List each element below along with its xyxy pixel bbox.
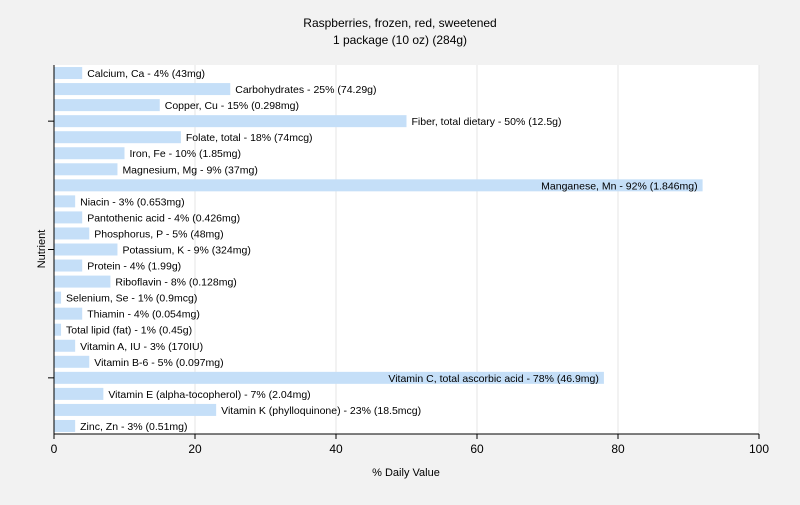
- x-axis-label: % Daily Value: [372, 467, 440, 479]
- x-tick-label: 20: [188, 442, 202, 456]
- bar-label: Protein - 4% (1.99g): [87, 261, 181, 273]
- bar: [54, 131, 181, 144]
- bar-label: Vitamin E (alpha-tocopherol) - 7% (2.04m…: [108, 389, 310, 401]
- bar: [54, 179, 703, 192]
- bar-label: Selenium, Se - 1% (0.9mcg): [66, 293, 197, 305]
- bar: [54, 275, 111, 288]
- bar-label: Vitamin B-6 - 5% (0.097mg): [94, 357, 223, 369]
- bar: [54, 419, 76, 432]
- x-tick-label: 100: [749, 442, 769, 456]
- bar-label: Niacin - 3% (0.653mg): [80, 196, 184, 208]
- y-axis-label: Nutrient: [36, 230, 48, 269]
- bar: [54, 291, 62, 304]
- bar-label: Fiber, total dietary - 50% (12.5g): [412, 116, 562, 128]
- bar-label: Vitamin K (phylloquinone) - 23% (18.5mcg…: [221, 405, 421, 417]
- x-tick-label: 60: [470, 442, 484, 456]
- bar: [54, 403, 217, 416]
- bar-label: Pantothenic acid - 4% (0.426mg): [87, 212, 240, 224]
- bar-label: Copper, Cu - 15% (0.298mg): [165, 100, 299, 112]
- bar: [54, 307, 83, 320]
- x-tick-label: 80: [611, 442, 625, 456]
- bar-label: Total lipid (fat) - 1% (0.45g): [66, 325, 192, 337]
- bar-label: Thiamin - 4% (0.054mg): [87, 309, 200, 321]
- bar-label: Vitamin A, IU - 3% (170IU): [80, 341, 203, 353]
- x-tick-label: 40: [329, 442, 343, 456]
- bar-label: Carbohydrates - 25% (74.29g): [235, 84, 376, 96]
- bar-label: Vitamin C, total ascorbic acid - 78% (46…: [388, 373, 598, 385]
- bar-label: Phosphorus, P - 5% (48mg): [94, 228, 223, 240]
- bar: [54, 371, 604, 384]
- bar: [54, 339, 76, 352]
- bar-label: Riboflavin - 8% (0.128mg): [115, 277, 236, 289]
- bar-label: Potassium, K - 9% (324mg): [122, 245, 250, 257]
- x-tick-label: 0: [51, 442, 58, 456]
- bar: [54, 147, 125, 160]
- bar-label: Folate, total - 18% (74mcg): [186, 132, 313, 144]
- bar: [54, 259, 83, 272]
- bar-label: Zinc, Zn - 3% (0.51mg): [80, 421, 187, 433]
- bar-label: Magnesium, Mg - 9% (37mg): [122, 164, 257, 176]
- bar: [54, 355, 90, 368]
- bar-label: Manganese, Mn - 92% (1.846mg): [541, 180, 697, 192]
- bar: [54, 211, 83, 224]
- bar: [54, 323, 62, 336]
- bar: [54, 115, 407, 128]
- bar: [54, 227, 90, 240]
- chart-title: Raspberries, frozen, red, sweetened: [303, 16, 496, 30]
- chart-subtitle: 1 package (10 oz) (284g): [333, 33, 467, 47]
- bar: [54, 163, 118, 176]
- bar-label: Iron, Fe - 10% (1.85mg): [130, 148, 241, 160]
- bar: [54, 243, 118, 256]
- bar-label: Calcium, Ca - 4% (43mg): [87, 68, 205, 80]
- bar: [54, 83, 231, 96]
- bar: [54, 99, 160, 112]
- bar: [54, 387, 104, 400]
- bar: [54, 195, 76, 208]
- bar: [54, 67, 83, 80]
